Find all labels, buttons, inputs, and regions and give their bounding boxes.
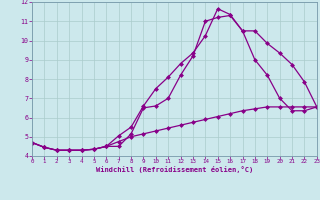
X-axis label: Windchill (Refroidissement éolien,°C): Windchill (Refroidissement éolien,°C) [96,166,253,173]
